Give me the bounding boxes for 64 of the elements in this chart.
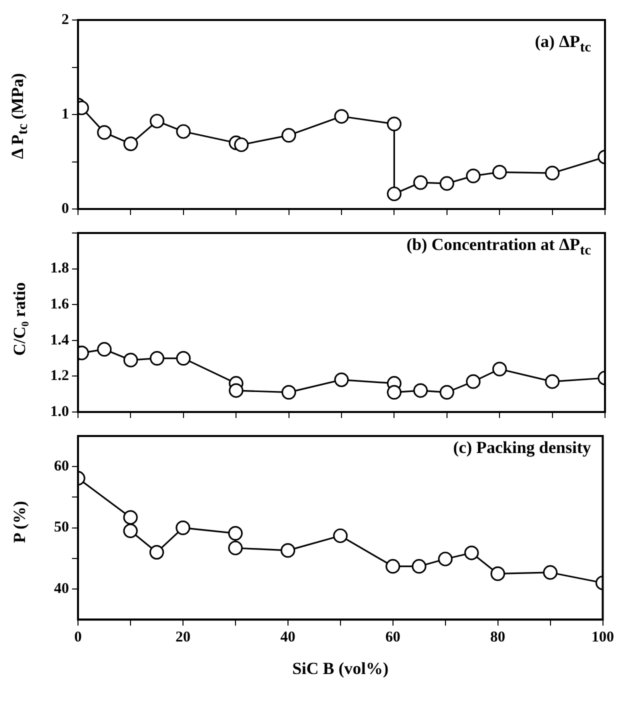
- y-tick-label: 1.6: [50, 296, 70, 312]
- point: [440, 385, 454, 400]
- annotation: (a) ΔP$_{tc}$: [534, 32, 591, 56]
- point: [97, 125, 112, 140]
- y-axis-title: P (%): [10, 500, 30, 544]
- point: [149, 544, 164, 560]
- point: [176, 124, 191, 139]
- point: [492, 164, 507, 180]
- point: [466, 168, 481, 184]
- y-tick-label: 0: [62, 200, 69, 217]
- point: [545, 166, 560, 180]
- y-tick-label: 1.4: [50, 332, 70, 348]
- point: [542, 565, 558, 580]
- point: [282, 128, 296, 143]
- point: [386, 559, 400, 574]
- point: [234, 137, 249, 152]
- point: [466, 374, 481, 389]
- point: [440, 176, 454, 191]
- point: [334, 372, 349, 388]
- point: [123, 136, 138, 152]
- y-tick-label: 40: [54, 580, 69, 597]
- point: [490, 566, 506, 581]
- x-tick-label: 60: [385, 629, 400, 646]
- y-tick-label: 1: [62, 106, 69, 122]
- point: [386, 186, 402, 202]
- point: [333, 528, 348, 544]
- x-tick-label: 80: [490, 629, 506, 646]
- x-tick-label: 40: [280, 629, 296, 646]
- point: [123, 524, 138, 538]
- x-tick-label: 100: [592, 629, 614, 646]
- annotation: (c) Packing density: [453, 438, 591, 458]
- point: [228, 540, 243, 556]
- point: [123, 510, 138, 525]
- point: [464, 546, 479, 560]
- point: [97, 342, 112, 357]
- x-tick-label: 20: [175, 629, 190, 646]
- point: [412, 559, 426, 574]
- point: [334, 109, 349, 124]
- y-tick-label: 1.2: [50, 368, 69, 384]
- point: [545, 374, 560, 389]
- y-tick-label: 1.8: [50, 260, 69, 277]
- x-tick-label: 0: [74, 629, 82, 646]
- y-tick-label: 50: [54, 520, 69, 536]
- point: [492, 362, 507, 376]
- annotation: (b) Concentration at ΔP$_{tc}$: [406, 235, 591, 260]
- point: [438, 552, 453, 566]
- point: [386, 116, 402, 132]
- point: [386, 385, 402, 400]
- point: [176, 520, 190, 536]
- point: [123, 352, 138, 368]
- point: [413, 383, 428, 398]
- point: [150, 351, 164, 366]
- point: [176, 351, 191, 366]
- point: [150, 114, 164, 128]
- point: [413, 175, 428, 190]
- y-axis-title: C/C₀ ratio: [10, 282, 30, 356]
- x-axis-title: SiC B (vol%): [292, 659, 389, 678]
- point: [228, 526, 243, 541]
- point: [228, 383, 244, 398]
- y-tick-label: 2: [62, 12, 69, 28]
- y-tick-label: 60: [54, 458, 69, 474]
- y-tick-label: 1.0: [50, 404, 69, 420]
- point: [282, 385, 296, 400]
- point: [280, 543, 296, 558]
